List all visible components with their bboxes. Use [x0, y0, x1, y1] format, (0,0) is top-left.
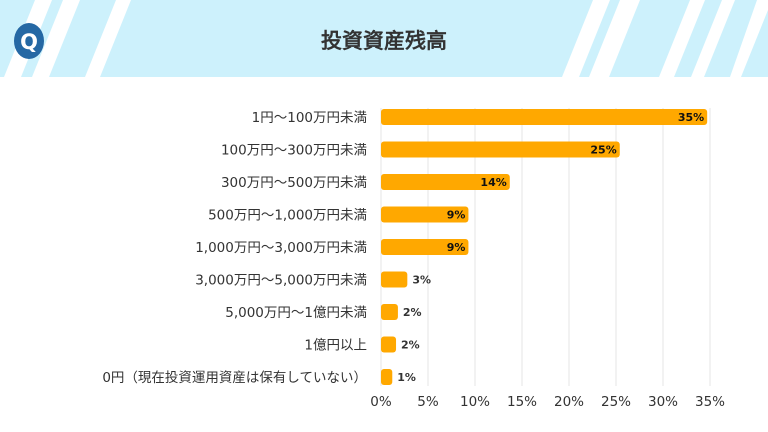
x-tick-label: 0% — [370, 394, 392, 410]
category-labels: 1円～100万円未満 100万円～300万円未満 300万円～500万円未満 500万… — [102, 110, 367, 386]
page-title: 投資資産残高 — [321, 29, 447, 53]
category-label: 5,000万円～1億円未満 — [225, 305, 367, 321]
category-label: 500万円～1,000万円未満 — [208, 208, 367, 224]
x-tick-label: 10% — [460, 394, 490, 410]
category-label: 100万円～300万円未満 — [221, 143, 367, 159]
category-label: 1億円以上 — [304, 338, 367, 354]
x-tick-label: 30% — [648, 394, 678, 410]
bar — [381, 271, 408, 288]
bar — [381, 239, 469, 255]
bar — [381, 304, 398, 320]
data-label: 3% — [412, 274, 431, 287]
bar — [381, 206, 469, 223]
x-tick-label: 20% — [554, 394, 584, 410]
bar — [381, 141, 620, 158]
q-logo-letter: Q — [20, 30, 38, 54]
category-label: 300万円～500万円未満 — [221, 175, 367, 191]
bars: 35% 25% 14% 9% 9% 3% 2% 2% 1% — [381, 109, 708, 385]
bar — [381, 174, 510, 190]
bar — [381, 369, 393, 385]
category-label: 3,000万円～5,000万円未満 — [195, 273, 367, 289]
data-label: 2% — [401, 339, 420, 352]
q-logo-icon — [14, 23, 44, 59]
header-banner: Q 投資資産残高 — [0, 0, 768, 77]
x-tick-label: 25% — [601, 394, 631, 410]
data-label: 35% — [678, 111, 704, 124]
data-label: 25% — [590, 144, 616, 157]
data-label: 2% — [403, 306, 422, 319]
x-tick-label: 15% — [507, 394, 537, 410]
bar — [381, 336, 397, 353]
category-label: 0円（現在投資運用資産は保有していない） — [102, 370, 367, 386]
data-label: 1% — [397, 371, 416, 384]
data-label: 14% — [480, 176, 506, 189]
data-label: 9% — [447, 241, 466, 254]
category-label: 1円～100万円未満 — [252, 110, 367, 126]
x-tick-label: 5% — [417, 394, 439, 410]
header-band — [0, 0, 768, 77]
x-tick-label: 35% — [695, 394, 725, 410]
bar — [381, 109, 708, 125]
x-axis-ticks: 0% 5% 10% 15% 20% 25% 30% 35% — [370, 394, 725, 410]
data-label: 9% — [447, 209, 466, 222]
category-label: 1,000万円～3,000万円未満 — [195, 240, 367, 256]
